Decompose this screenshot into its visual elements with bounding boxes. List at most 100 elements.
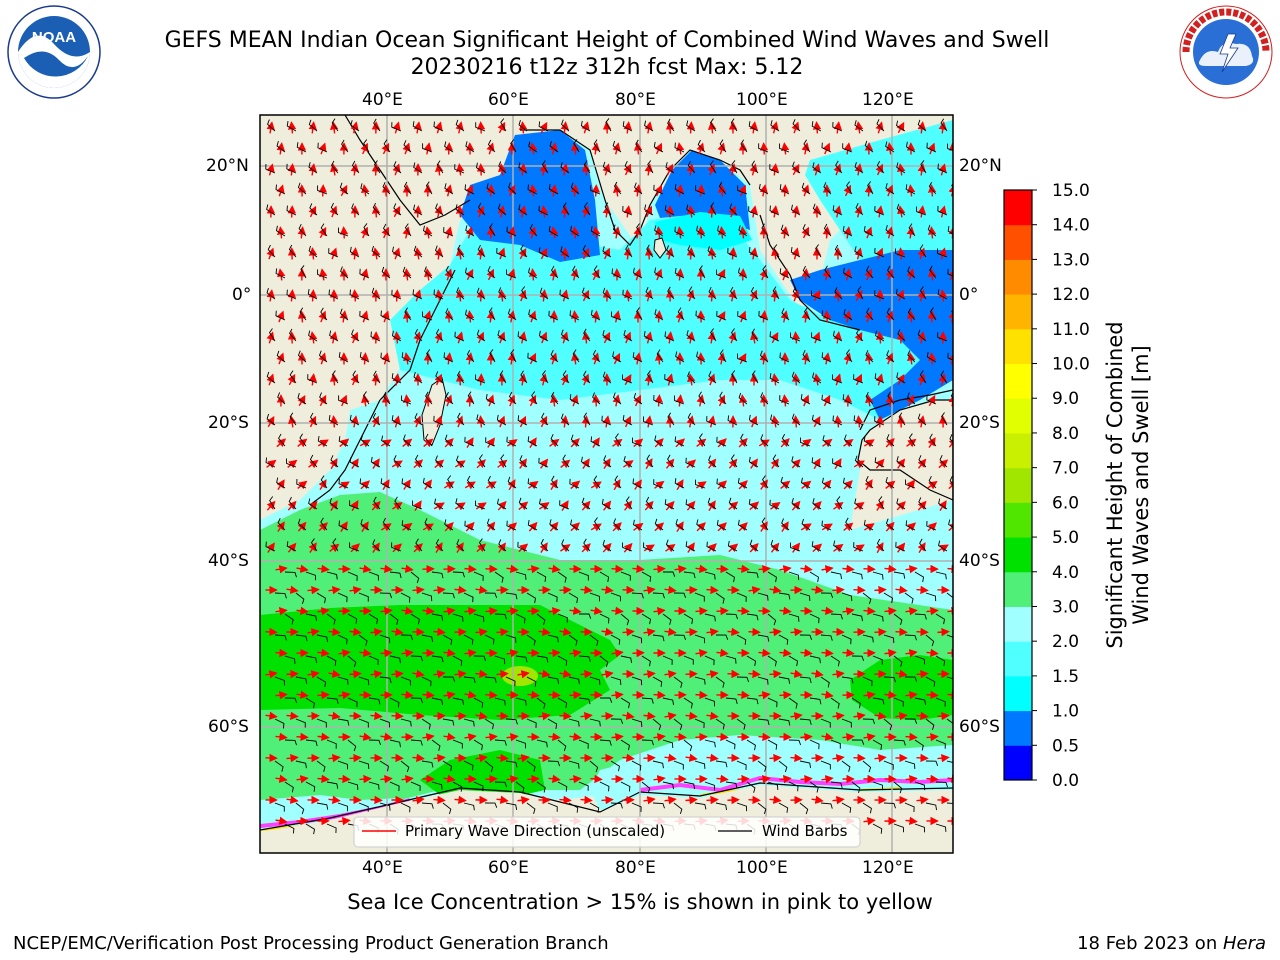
wind-barb: [391, 330, 402, 342]
wind-barb: [572, 265, 580, 279]
wave-direction-arrow: [643, 753, 656, 763]
wind-barb: [643, 416, 654, 426]
wave-direction-arrow: [287, 205, 297, 218]
wave-direction-arrow: [917, 458, 927, 469]
wind-barb: [812, 498, 822, 510]
wave-direction-arrow: [276, 438, 287, 448]
wave-direction-arrow: [749, 501, 760, 511]
wind-barb: [414, 328, 423, 342]
wave-direction-arrow: [780, 438, 790, 448]
wind-barb: [307, 288, 318, 300]
wave-direction-arrow: [297, 480, 308, 490]
wind-barb: [359, 310, 370, 321]
wave-direction-arrow: [560, 205, 570, 218]
wave-direction-arrow: [759, 479, 768, 490]
wave-direction-arrow: [707, 373, 716, 386]
lat-label-left: 40°S: [208, 551, 249, 571]
wave-direction-arrow: [434, 331, 443, 344]
wave-direction-arrow: [496, 627, 509, 637]
wave-direction-arrow: [695, 690, 708, 700]
wind-barb: [402, 266, 412, 279]
wave-direction-arrow: [507, 268, 516, 281]
wind-barb: [487, 475, 496, 489]
wave-direction-arrow: [644, 247, 654, 260]
wind-barb: [643, 330, 654, 342]
wind-barb: [307, 374, 318, 384]
wind-barb: [330, 455, 339, 468]
colorbar-segment: [1004, 641, 1032, 677]
colorbar-segment: [1004, 190, 1032, 226]
wave-direction-arrow: [465, 521, 475, 532]
wind-barb: [919, 244, 927, 258]
wind-barb: [644, 204, 654, 216]
colorbar-tick-label: 15.0: [1052, 181, 1090, 201]
colorbar-segment: [1004, 432, 1032, 469]
wave-direction-arrow: [287, 121, 297, 134]
wave-direction-arrow: [338, 774, 351, 784]
wave-direction-arrow: [644, 373, 653, 386]
wave-direction-arrow: [822, 268, 831, 281]
wind-barb: [800, 437, 811, 447]
wind-barb: [580, 456, 591, 468]
wave-direction-arrow: [612, 438, 623, 448]
wind-barb: [898, 412, 906, 426]
wind-barb: [645, 287, 654, 300]
wave-direction-arrow: [906, 268, 915, 281]
wind-barb: [465, 309, 475, 321]
lon-label-bottom: 60°E: [488, 858, 529, 878]
wave-direction-arrow: [360, 268, 369, 281]
wind-barb: [738, 225, 748, 237]
wave-direction-arrow: [685, 669, 698, 679]
wind-barb: [338, 478, 349, 489]
wave-direction-arrow: [317, 439, 329, 448]
wind-barb: [718, 181, 727, 195]
wind-barb: [947, 268, 953, 277]
wave-direction-arrow: [560, 459, 571, 469]
wave-direction-arrow: [707, 289, 717, 302]
wind-barb: [506, 436, 517, 447]
wind-barb: [729, 203, 738, 216]
wave-direction-arrow: [277, 268, 286, 281]
wind-barb: [497, 498, 507, 510]
wind-barb: [413, 245, 423, 258]
wind-barb: [506, 520, 517, 531]
wave-direction-arrow: [486, 310, 495, 323]
wind-barb: [927, 224, 937, 237]
wave-direction-arrow: [748, 795, 761, 805]
wind-barb: [773, 244, 780, 258]
footer-credit: NCEP/EMC/Verification Post Processing Pr…: [13, 933, 609, 954]
wind-barb: [625, 244, 633, 258]
sri-lanka-land: [653, 237, 667, 259]
wind-barb: [748, 247, 759, 258]
wave-direction-arrow: [706, 795, 719, 805]
wind-barb: [926, 394, 937, 405]
wave-direction-arrow: [507, 352, 516, 365]
wave-direction-arrow: [559, 585, 572, 595]
wind-barb: [907, 392, 916, 405]
wind-barb: [886, 350, 895, 363]
wind-barb: [434, 498, 444, 510]
wind-barb: [382, 517, 391, 531]
wave-direction-arrow: [938, 163, 947, 176]
wind-barb: [696, 225, 706, 237]
wind-barb: [821, 310, 832, 321]
wind-barb: [874, 205, 885, 216]
wind-barb: [957, 698, 965, 709]
wave-direction-arrow: [654, 184, 663, 197]
wave-direction-arrow: [433, 795, 446, 805]
wind-barb: [730, 454, 738, 468]
wind-barb: [667, 412, 675, 426]
wind-barb: [674, 184, 685, 195]
wave-direction-arrow: [727, 669, 740, 679]
wave-direction-arrow: [402, 522, 413, 532]
wave-direction-arrow: [812, 458, 821, 470]
lat-label-left: 0°: [232, 285, 252, 305]
wave-direction-arrow: [822, 142, 831, 155]
wind-barb: [834, 244, 843, 258]
lon-label-top: 120°E: [862, 90, 914, 110]
wind-barb: [674, 478, 685, 489]
wave-direction-arrow: [402, 438, 413, 448]
wind-barb: [896, 162, 906, 174]
wave-direction-arrow: [350, 458, 359, 469]
lon-label-bottom: 120°E: [862, 858, 914, 878]
